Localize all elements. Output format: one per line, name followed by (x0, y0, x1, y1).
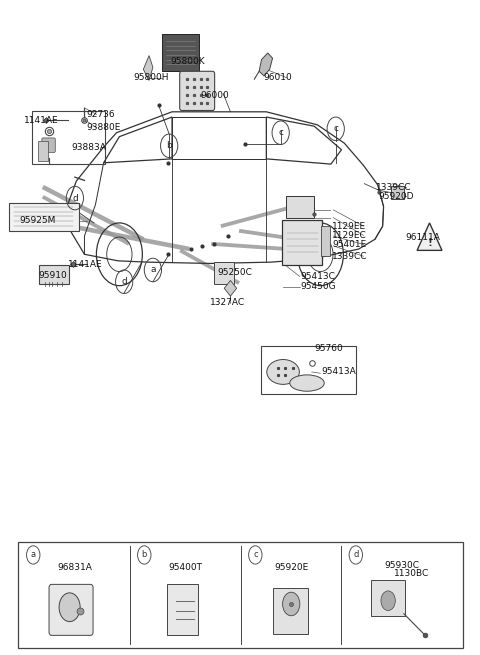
FancyBboxPatch shape (49, 584, 93, 635)
FancyBboxPatch shape (42, 138, 55, 153)
FancyBboxPatch shape (282, 219, 323, 265)
Text: 95413A: 95413A (322, 367, 356, 377)
Polygon shape (224, 280, 237, 296)
Text: 92736: 92736 (86, 110, 115, 119)
Text: c: c (278, 128, 283, 138)
Text: 93880E: 93880E (86, 123, 120, 132)
Text: 1141AE: 1141AE (24, 117, 58, 126)
Text: c: c (333, 124, 338, 134)
Text: 96010: 96010 (263, 73, 292, 83)
Text: 95925M: 95925M (20, 216, 56, 225)
Text: 95400T: 95400T (168, 563, 203, 572)
FancyBboxPatch shape (9, 202, 79, 231)
Text: 96111A: 96111A (406, 233, 440, 242)
Text: 95413C: 95413C (301, 272, 336, 281)
FancyBboxPatch shape (287, 196, 314, 218)
Text: 1339CC: 1339CC (332, 252, 367, 261)
FancyBboxPatch shape (37, 141, 48, 162)
Text: 96831A: 96831A (57, 563, 92, 572)
Text: 96000: 96000 (201, 91, 229, 100)
Ellipse shape (290, 375, 324, 391)
Text: d: d (353, 550, 359, 559)
Text: 95401E: 95401E (332, 240, 366, 249)
Polygon shape (259, 53, 273, 76)
Text: 95450G: 95450G (301, 282, 336, 291)
Text: 1339CC: 1339CC (376, 183, 412, 192)
Text: d: d (72, 194, 78, 202)
Text: 1141AE: 1141AE (68, 259, 102, 269)
Text: !: ! (427, 238, 432, 248)
Text: b: b (166, 141, 172, 150)
Circle shape (283, 592, 300, 616)
Text: 95910: 95910 (38, 271, 67, 280)
FancyBboxPatch shape (167, 584, 198, 635)
FancyBboxPatch shape (273, 588, 309, 634)
Text: a: a (150, 265, 156, 274)
Circle shape (59, 593, 80, 622)
Text: b: b (142, 550, 147, 559)
Text: 95800K: 95800K (170, 57, 204, 66)
Ellipse shape (267, 360, 300, 384)
Polygon shape (144, 56, 153, 81)
Text: c: c (253, 550, 258, 559)
FancyBboxPatch shape (321, 225, 330, 256)
FancyBboxPatch shape (214, 262, 234, 284)
Text: 95800H: 95800H (134, 73, 169, 83)
Text: a: a (31, 550, 36, 559)
FancyBboxPatch shape (180, 71, 215, 111)
Text: 95920E: 95920E (274, 563, 308, 572)
FancyBboxPatch shape (372, 580, 406, 616)
Text: 95250C: 95250C (217, 268, 252, 277)
Text: 1129EC: 1129EC (332, 231, 367, 240)
Text: 95920D: 95920D (379, 193, 414, 201)
Text: 95760: 95760 (314, 344, 343, 353)
Text: 1129EE: 1129EE (332, 221, 366, 231)
Text: d: d (121, 277, 127, 286)
Text: 1130BC: 1130BC (394, 569, 429, 578)
Text: 93883A: 93883A (72, 143, 107, 152)
FancyBboxPatch shape (161, 34, 199, 71)
FancyBboxPatch shape (39, 265, 69, 284)
Circle shape (381, 591, 396, 610)
FancyBboxPatch shape (391, 186, 404, 199)
Text: 95930C: 95930C (384, 561, 419, 570)
Polygon shape (417, 223, 442, 250)
Text: 1327AC: 1327AC (210, 298, 245, 307)
